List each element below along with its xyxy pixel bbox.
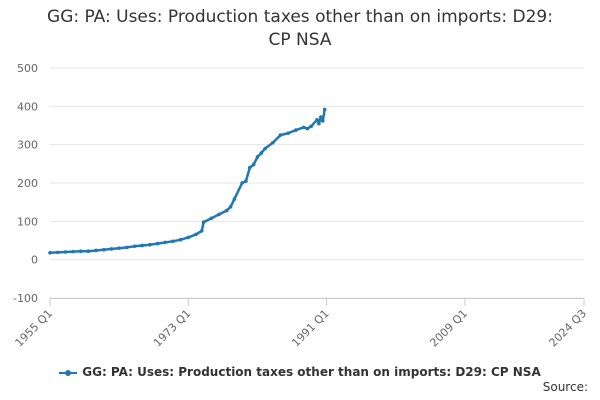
data-point [322, 107, 327, 112]
data-point [255, 155, 260, 159]
data-point [117, 246, 121, 250]
data-point [286, 131, 290, 135]
data-point [86, 249, 91, 254]
series [48, 107, 327, 255]
x-tick-label: 1955 Q1 [13, 307, 56, 350]
data-point [278, 133, 283, 137]
data-point [132, 244, 137, 249]
y-tick-label: 200 [17, 177, 38, 190]
data-point [224, 208, 229, 213]
data-point [232, 197, 237, 201]
data-point [271, 140, 275, 145]
x-tick-label: 1991 Q1 [289, 307, 332, 350]
source-label: Source: [542, 380, 588, 394]
x-tick-label: 2024 Q3 [547, 307, 590, 350]
data-point [186, 235, 191, 240]
data-point [201, 220, 206, 224]
data-point [148, 242, 152, 247]
data-point [155, 241, 160, 246]
legend-series-label: GG: PA: Uses: Production taxes other tha… [82, 365, 541, 379]
x-axis: 1955 Q1 1973 Q1 1991 Q1 2009 Q1 2024 Q3 [13, 298, 590, 350]
data-point [199, 229, 204, 233]
data-point [244, 179, 248, 183]
data-point [194, 232, 198, 237]
chart-title-line-1: GG: PA: Uses: Production taxes other tha… [47, 7, 553, 27]
data-point [309, 124, 314, 129]
y-tick-label: 300 [17, 139, 38, 152]
data-point [163, 240, 168, 245]
x-tick-label: 1973 Q1 [151, 307, 194, 350]
data-point [320, 119, 325, 123]
data-point [125, 245, 129, 250]
data-point [217, 212, 221, 217]
data-point [263, 146, 267, 151]
data-point [315, 117, 319, 122]
data-point [55, 250, 60, 255]
data-point [259, 151, 264, 155]
data-point [301, 125, 306, 130]
data-point [305, 126, 310, 131]
data-point [209, 216, 214, 221]
y-tick-label: 0 [31, 254, 38, 267]
data-point [71, 249, 75, 254]
data-point [178, 237, 183, 242]
data-point [228, 204, 233, 209]
data-point [101, 247, 106, 252]
data-point [319, 115, 323, 119]
data-point [240, 181, 244, 185]
data-point [63, 250, 68, 254]
data-point [78, 249, 83, 254]
y-tick-label: -100 [13, 292, 38, 305]
y-axis: -100 0 100 200 300 400 500 [13, 62, 38, 305]
data-point [171, 239, 175, 244]
y-tick-label: 400 [17, 100, 38, 113]
chart-title: GG: PA: Uses: Production taxes other tha… [0, 6, 600, 52]
data-point [48, 250, 52, 255]
gridlines [50, 67, 584, 299]
data-point [109, 247, 114, 251]
legend-line-marker-icon [59, 368, 78, 378]
data-point [247, 165, 252, 170]
data-point [317, 121, 321, 126]
data-point [294, 128, 298, 132]
y-tick-label: 100 [17, 215, 38, 228]
x-tick-label: 2009 Q1 [427, 307, 470, 350]
data-point [251, 162, 256, 167]
y-tick-label: 500 [17, 62, 38, 75]
chart-title-line-2: CP NSA [268, 30, 332, 50]
data-point [94, 248, 98, 253]
series-line [48, 108, 326, 255]
data-point [140, 243, 145, 248]
legend[interactable]: GG: PA: Uses: Production taxes other tha… [0, 365, 600, 379]
